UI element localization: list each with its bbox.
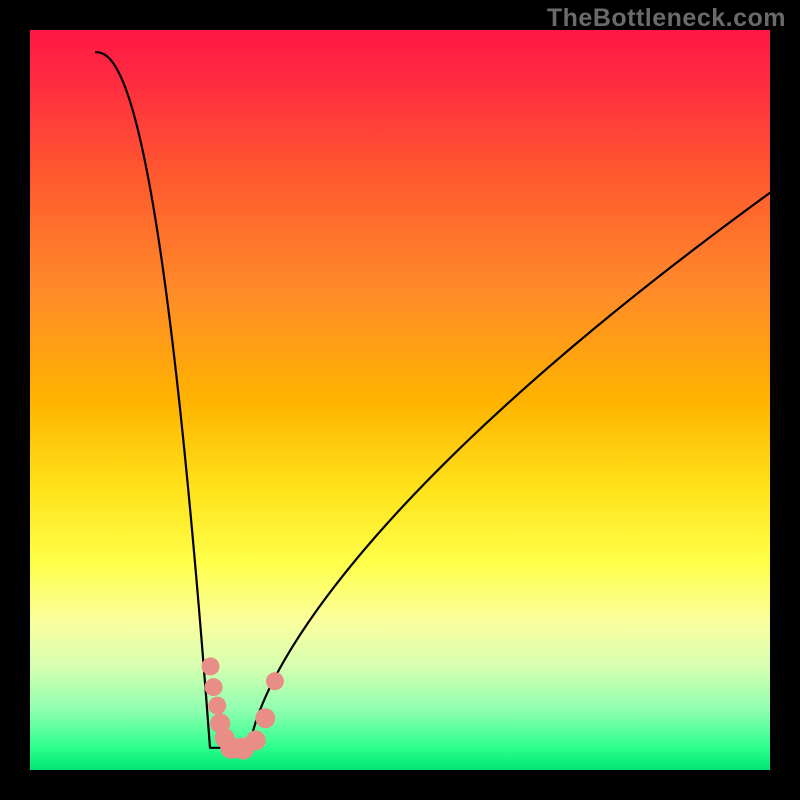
chart-frame: TheBottleneck.com bbox=[0, 0, 800, 800]
data-marker bbox=[208, 697, 226, 715]
data-marker bbox=[255, 708, 275, 728]
data-marker bbox=[205, 678, 223, 696]
data-marker bbox=[246, 730, 266, 750]
bottleneck-chart-svg bbox=[30, 30, 770, 770]
plot-area bbox=[30, 30, 770, 770]
data-marker bbox=[266, 672, 284, 690]
watermark-text: TheBottleneck.com bbox=[547, 4, 786, 33]
data-marker bbox=[202, 657, 220, 675]
